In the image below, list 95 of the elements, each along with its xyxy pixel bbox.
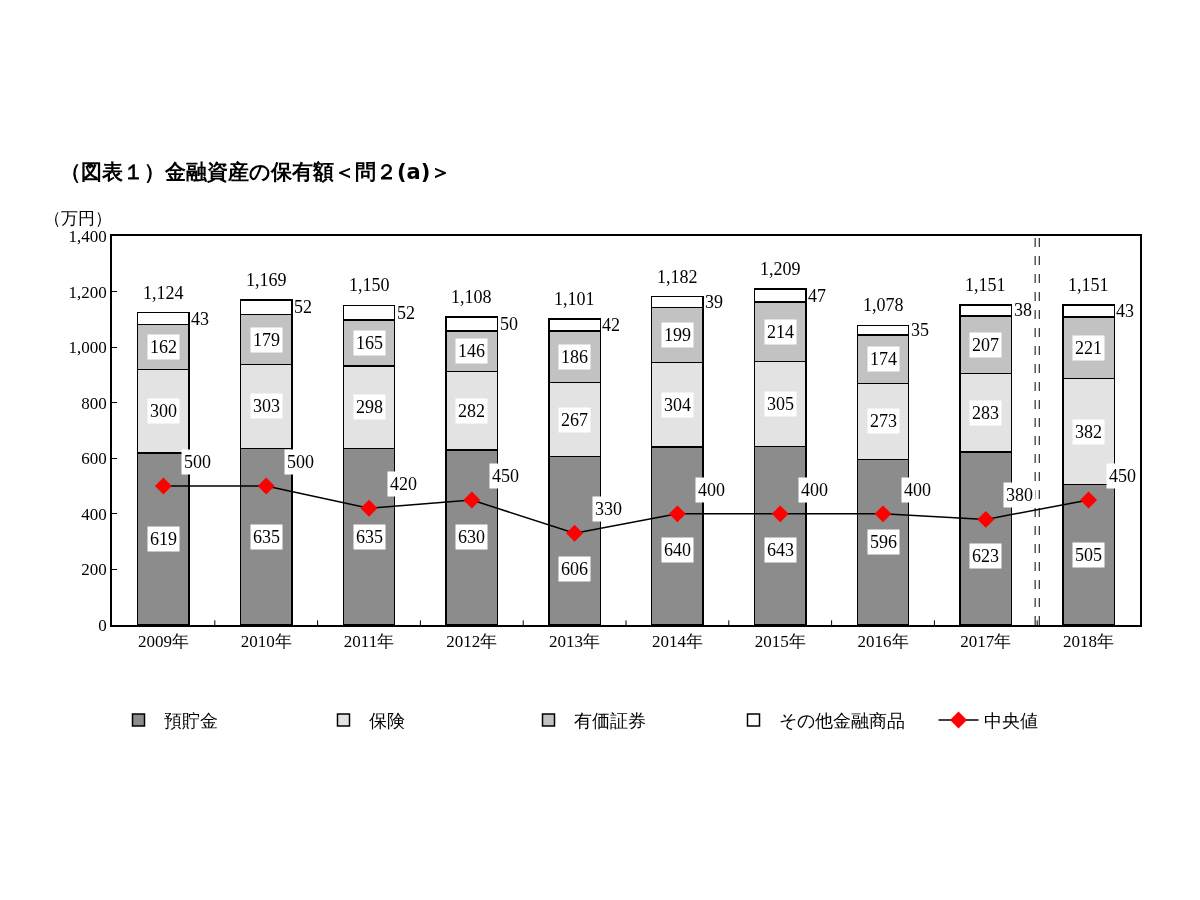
data-label: 400 — [801, 480, 828, 500]
data-label: 273 — [870, 411, 897, 431]
point — [1080, 491, 1098, 509]
data-label: 619 — [150, 529, 177, 549]
data-label: 300 — [150, 401, 177, 421]
x-tick-label: 2018年 — [1063, 632, 1115, 652]
y-tick-label: 1,400 — [68, 226, 107, 246]
total-label: 1,169 — [246, 270, 287, 290]
data-label: 505 — [1075, 545, 1102, 565]
data-label: 214 — [767, 322, 794, 342]
point — [360, 499, 378, 517]
data-label: 47 — [808, 286, 826, 306]
data-label: 380 — [1006, 485, 1033, 505]
y-tick-label: 1,000 — [68, 338, 107, 358]
x-tick-label: 2009年 — [137, 632, 189, 652]
data-label: 39 — [705, 292, 723, 312]
data-label: 186 — [561, 347, 588, 367]
legend-label: 預貯金 — [163, 710, 218, 732]
data-label: 43 — [191, 309, 209, 329]
data-label: 179 — [253, 330, 280, 350]
data-label: 635 — [356, 527, 383, 547]
data-label: 450 — [492, 466, 519, 486]
data-label: 42 — [602, 315, 620, 335]
data-label: 640 — [664, 540, 691, 560]
legend-label: 保険 — [368, 710, 405, 732]
data-label: 500 — [287, 452, 314, 472]
data-label: 50 — [500, 314, 518, 334]
y-tick-label: 0 — [98, 615, 107, 635]
data-label: 304 — [664, 395, 691, 415]
data-label: 450 — [1109, 466, 1136, 486]
point — [257, 477, 275, 495]
data-label: 43 — [1116, 301, 1134, 321]
y-tick-label: 1,200 — [68, 282, 107, 302]
x-tick-label: 2010年 — [240, 632, 292, 652]
data-label: 221 — [1075, 338, 1102, 358]
data-label: 199 — [664, 325, 691, 345]
point — [977, 510, 995, 528]
point — [566, 524, 584, 542]
y-tick-label: 400 — [81, 504, 107, 524]
data-label: 630 — [458, 527, 485, 547]
data-label: 420 — [390, 474, 417, 494]
data-label: 330 — [595, 499, 622, 519]
data-label: 623 — [972, 546, 999, 566]
data-label: 282 — [458, 401, 485, 421]
total-label: 1,108 — [451, 287, 492, 307]
point — [463, 491, 481, 509]
total-label: 1,150 — [349, 275, 390, 295]
data-label: 596 — [870, 532, 897, 552]
data-label: 382 — [1075, 422, 1102, 442]
data-label: 52 — [397, 303, 415, 323]
total-label: 1,101 — [554, 289, 595, 309]
x-tick-label: 2011年 — [343, 632, 395, 652]
data-label: 207 — [972, 335, 999, 355]
legend-label: 有価証券 — [573, 710, 646, 732]
total-label: 1,182 — [657, 267, 698, 287]
data-label: 35 — [911, 320, 929, 340]
data-label: 165 — [356, 333, 383, 353]
total-label: 1,209 — [760, 259, 801, 279]
data-label: 38 — [1014, 300, 1032, 320]
y-tick-label: 200 — [81, 560, 107, 580]
data-label: 635 — [253, 527, 280, 547]
data-label: 283 — [972, 403, 999, 423]
data-label: 174 — [870, 349, 897, 369]
data-label: 400 — [698, 480, 725, 500]
x-tick-label: 2016年 — [857, 632, 909, 652]
data-label: 643 — [767, 540, 794, 560]
total-label: 1,078 — [863, 295, 904, 315]
point — [154, 477, 172, 495]
point — [771, 505, 789, 523]
y-tick-label: 800 — [81, 393, 107, 413]
data-label: 146 — [458, 341, 485, 361]
legend-label: その他金融商品 — [778, 710, 905, 732]
data-label: 298 — [356, 397, 383, 417]
legend-label: 中央値 — [983, 710, 1038, 732]
total-label: 1,124 — [143, 283, 184, 303]
chart-title: （図表１）金融資産の保有額＜問２(a)＞ — [60, 160, 452, 185]
data-label: 162 — [150, 337, 177, 357]
x-tick-label: 2013年 — [549, 632, 601, 652]
point — [874, 505, 892, 523]
x-tick-label: 2017年 — [960, 632, 1012, 652]
data-label: 52 — [294, 297, 312, 317]
y-tick-label: 600 — [81, 449, 107, 469]
total-label: 1,151 — [1068, 275, 1109, 295]
x-tick-label: 2014年 — [651, 632, 703, 652]
data-label: 606 — [561, 559, 588, 579]
total-label: 1,151 — [965, 275, 1006, 295]
data-label: 500 — [184, 452, 211, 472]
x-tick-label: 2012年 — [446, 632, 498, 652]
data-label: 267 — [561, 410, 588, 430]
data-label: 303 — [253, 396, 280, 416]
point — [668, 505, 686, 523]
y-axis-title: （万円） — [44, 209, 112, 228]
data-label: 400 — [904, 480, 931, 500]
data-label: 305 — [767, 394, 794, 414]
x-tick-label: 2015年 — [754, 632, 806, 652]
